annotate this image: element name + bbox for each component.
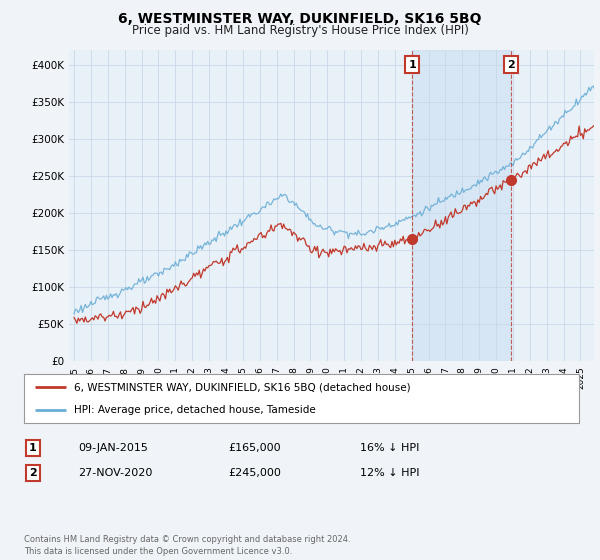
Text: 2: 2 <box>508 60 515 70</box>
Text: 27-NOV-2020: 27-NOV-2020 <box>78 468 152 478</box>
Text: 16% ↓ HPI: 16% ↓ HPI <box>360 443 419 453</box>
Text: 09-JAN-2015: 09-JAN-2015 <box>78 443 148 453</box>
Text: Price paid vs. HM Land Registry's House Price Index (HPI): Price paid vs. HM Land Registry's House … <box>131 24 469 37</box>
Text: £245,000: £245,000 <box>228 468 281 478</box>
Text: HPI: Average price, detached house, Tameside: HPI: Average price, detached house, Tame… <box>74 405 316 416</box>
Text: £165,000: £165,000 <box>228 443 281 453</box>
Text: 6, WESTMINSTER WAY, DUKINFIELD, SK16 5BQ: 6, WESTMINSTER WAY, DUKINFIELD, SK16 5BQ <box>118 12 482 26</box>
Text: 12% ↓ HPI: 12% ↓ HPI <box>360 468 419 478</box>
Text: 6, WESTMINSTER WAY, DUKINFIELD, SK16 5BQ (detached house): 6, WESTMINSTER WAY, DUKINFIELD, SK16 5BQ… <box>74 382 410 393</box>
Text: Contains HM Land Registry data © Crown copyright and database right 2024.
This d: Contains HM Land Registry data © Crown c… <box>24 535 350 556</box>
Bar <box>412 50 511 361</box>
Text: 1: 1 <box>29 443 37 453</box>
Text: 2: 2 <box>29 468 37 478</box>
Text: 1: 1 <box>409 60 416 70</box>
